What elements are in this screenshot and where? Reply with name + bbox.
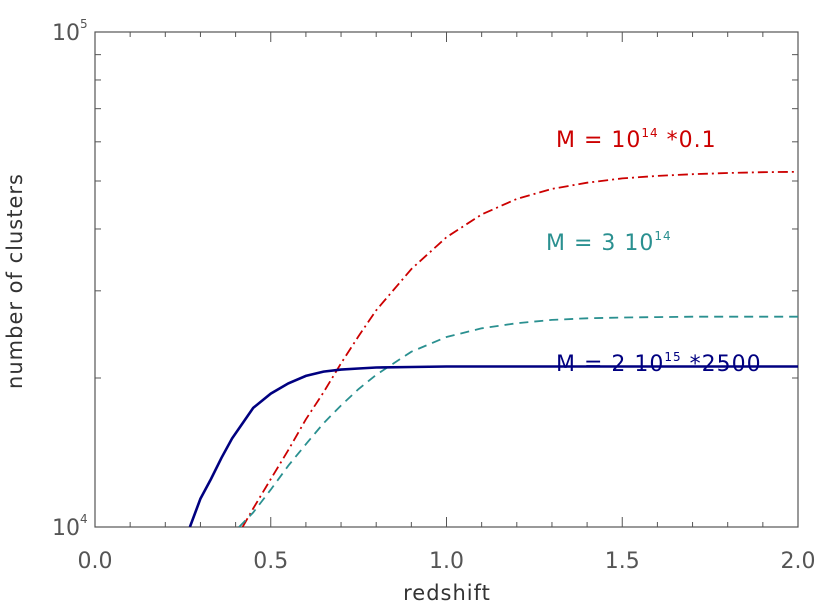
- plot-frame: [94, 31, 799, 528]
- series-line-2: [238, 315, 798, 527]
- x-tick-label: 1.5: [605, 549, 640, 574]
- series-annotations: M = 1014 *0.1 M = 3 1014 M = 2 1015 *2500: [546, 126, 762, 377]
- series-label-1: M = 1014 *0.1: [556, 126, 717, 153]
- x-tick-label: 2.0: [781, 549, 816, 574]
- series-lines: [188, 170, 798, 527]
- series-label-2: M = 3 1014: [546, 229, 672, 256]
- series-line-1: [241, 170, 798, 527]
- x-tick-label: 1.0: [429, 549, 464, 574]
- y-tick-label: 104: [52, 512, 88, 541]
- y-axis-title: number of clusters: [3, 173, 27, 389]
- x-axis-title: redshift: [403, 581, 491, 605]
- series-line-3: [188, 365, 798, 527]
- series-label-3: M = 2 1015 *2500: [556, 350, 762, 377]
- y-tick-label: 105: [52, 17, 88, 46]
- axes: 0.0 0.5 1.0 1.5 2.0 104 105: [52, 17, 816, 574]
- x-tick-label: 0.5: [253, 549, 288, 574]
- x-tick-label: 0.0: [78, 549, 113, 574]
